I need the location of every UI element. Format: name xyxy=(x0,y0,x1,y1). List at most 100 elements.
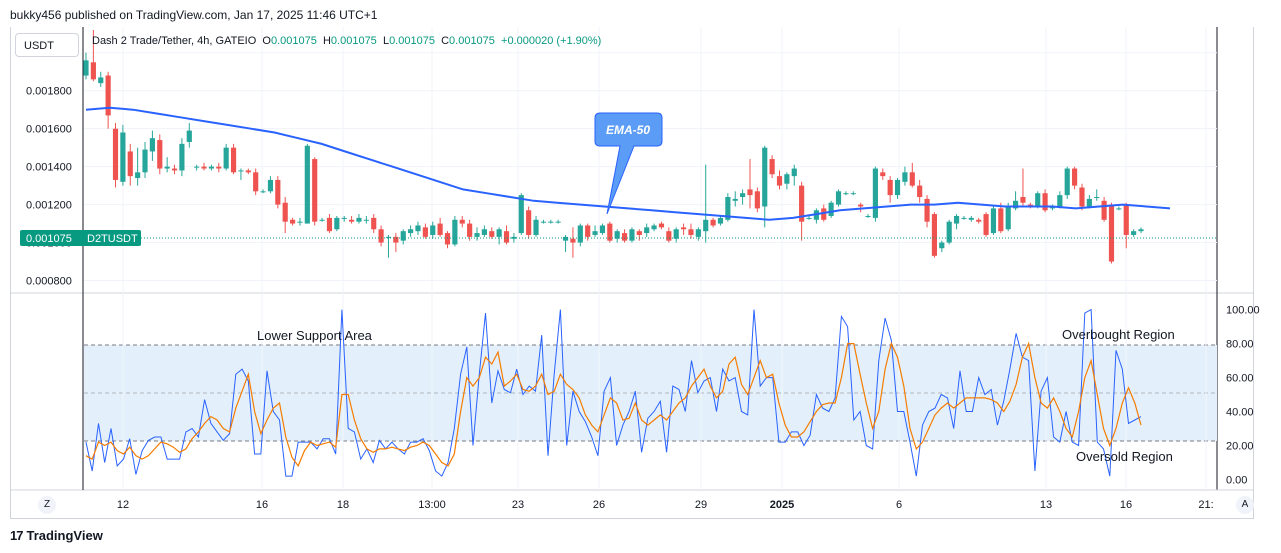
time-tick-label: 21: xyxy=(1198,499,1213,511)
candle-body xyxy=(828,202,834,216)
candle-body xyxy=(208,166,215,169)
candle-body xyxy=(917,185,923,198)
candle-body xyxy=(230,147,237,173)
stoch-axis: 100.00 80.00 60.00 40.00 20.00 0.00 xyxy=(1226,305,1260,487)
candle-body xyxy=(703,219,709,232)
legend-high: 0.001075 xyxy=(330,35,377,47)
stoch-tick-label: 100.00 xyxy=(1226,305,1260,317)
candle-body xyxy=(422,227,428,237)
time-tick-label: 23 xyxy=(512,499,524,511)
timezone-button[interactable]: Z xyxy=(38,496,56,514)
candle-body xyxy=(157,140,163,169)
candle-body xyxy=(843,193,849,195)
candle-body xyxy=(990,208,997,234)
candle-body xyxy=(821,208,827,220)
publish-header: bukky456 published on TradingView.com, J… xyxy=(10,8,378,22)
candle-body xyxy=(1123,204,1129,235)
candle-body xyxy=(1020,197,1026,203)
candle-body xyxy=(931,214,938,256)
candle-body xyxy=(149,138,155,152)
candle-body xyxy=(548,221,554,223)
stoch-tick-label: 20.00 xyxy=(1226,441,1254,453)
candle-body xyxy=(503,231,510,243)
candle-body xyxy=(725,197,731,220)
candle-body xyxy=(245,170,251,173)
candle-body xyxy=(717,217,724,224)
candle-body xyxy=(127,151,133,177)
candle-body xyxy=(769,159,775,175)
ohlc-legend: Dash 2 Trade/Tether, 4h, GATEIO O0.00107… xyxy=(92,35,601,47)
legend-low: 0.001075 xyxy=(389,35,435,47)
time-tick-label: 18 xyxy=(337,499,349,511)
candle-body xyxy=(1094,197,1100,199)
currency-button[interactable]: USDT xyxy=(15,33,79,57)
candle-body xyxy=(968,217,974,220)
candle-body xyxy=(614,231,620,239)
ema-callout-label: EMA-50 xyxy=(606,123,650,137)
price-tick-label: 0.001400 xyxy=(26,162,72,174)
ema-50-line[interactable] xyxy=(85,106,1171,221)
candle-body xyxy=(1042,193,1048,211)
time-tick-label: 16 xyxy=(256,499,268,511)
candle-body xyxy=(1108,204,1115,262)
price-tick-label: 0.000800 xyxy=(26,276,72,288)
price-axis: 0.0020000.0018000.0016000.0014000.001200… xyxy=(26,48,72,288)
candle-body xyxy=(319,219,325,221)
stoch-d-line[interactable] xyxy=(85,341,1142,468)
candle-body xyxy=(599,225,606,234)
legend-close: 0.001075 xyxy=(449,35,495,47)
candle-body xyxy=(894,179,901,196)
candle-body xyxy=(1072,168,1078,186)
candle-body xyxy=(526,210,532,235)
candle-body xyxy=(946,221,952,243)
candle-body xyxy=(275,179,281,205)
candle-body xyxy=(1138,229,1144,232)
tradingview-footer: 17 TradingView xyxy=(10,528,103,543)
price-tick-label: 0.001800 xyxy=(26,86,72,98)
candle-body xyxy=(681,227,687,230)
candle-body xyxy=(880,172,886,177)
candle-body xyxy=(887,179,893,196)
legend-symbol: Dash 2 Trade/Tether, 4h, GATEIO xyxy=(92,35,257,47)
legend-open-label: O xyxy=(262,35,271,47)
stoch-tick-label: 80.00 xyxy=(1226,339,1254,351)
lower-support-label: Lower Support Area xyxy=(257,328,373,343)
candle-body xyxy=(961,217,967,219)
legend-change: +0.000020 (+1.90%) xyxy=(501,35,602,47)
auto-scale-button[interactable]: A xyxy=(1236,496,1254,514)
candle-body xyxy=(762,147,768,207)
candle-body xyxy=(740,193,746,198)
candle-body xyxy=(496,229,502,237)
candle-body xyxy=(467,223,473,237)
candle-body xyxy=(260,191,266,193)
candle-body xyxy=(998,208,1004,232)
candle-body xyxy=(533,219,539,235)
legend-close-label: C xyxy=(441,35,450,47)
stoch-k-line[interactable] xyxy=(85,308,1142,477)
candle-body xyxy=(651,225,657,230)
stoch-tick-label: 60.00 xyxy=(1226,373,1254,385)
candle-body xyxy=(806,217,812,219)
candle-body xyxy=(378,229,384,243)
chart-frame xyxy=(10,27,1254,519)
candle-body xyxy=(437,223,443,235)
candle-body xyxy=(312,159,318,222)
candle-body xyxy=(607,223,613,241)
legend-open: 0.001075 xyxy=(270,35,317,47)
candle-body xyxy=(791,168,797,177)
candle-body xyxy=(385,236,392,238)
price-tick-label: 0.001200 xyxy=(26,200,72,212)
candle-body xyxy=(658,223,665,228)
candle-body xyxy=(983,214,989,235)
candle-body xyxy=(695,229,701,237)
candle-body xyxy=(592,231,598,235)
candle-body xyxy=(902,172,908,182)
time-tick-label: 26 xyxy=(593,499,605,511)
candle-body xyxy=(83,60,89,76)
oversold-label: Oversold Region xyxy=(1076,449,1173,464)
candle-body xyxy=(976,219,982,222)
candle-body xyxy=(1012,200,1019,209)
candle-body xyxy=(408,229,414,234)
candle-body xyxy=(585,225,591,237)
